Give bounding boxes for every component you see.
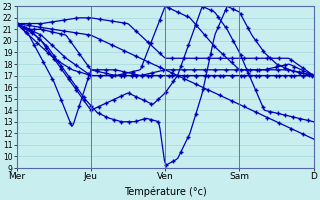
- X-axis label: Température (°c): Température (°c): [124, 187, 206, 197]
